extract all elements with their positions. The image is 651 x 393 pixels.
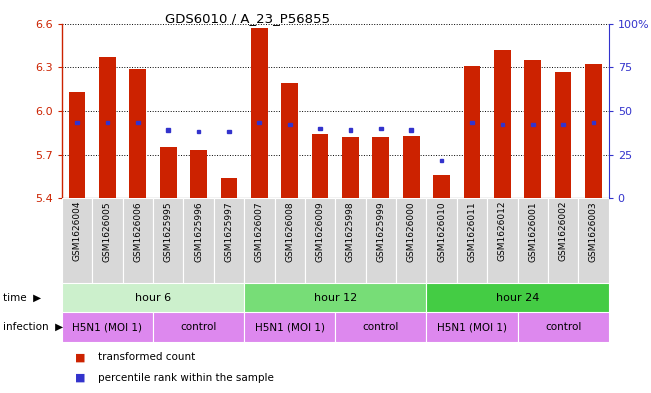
Bar [159, 147, 176, 198]
Text: GSM1626000: GSM1626000 [407, 201, 416, 262]
Bar [318, 127, 322, 130]
Bar [592, 121, 595, 124]
Text: H5N1 (MOI 1): H5N1 (MOI 1) [255, 322, 325, 332]
Text: hour 24: hour 24 [496, 293, 539, 303]
Bar [136, 121, 139, 124]
Text: percentile rank within the sample: percentile rank within the sample [98, 373, 273, 383]
Bar [244, 283, 426, 312]
Text: GSM1626005: GSM1626005 [103, 201, 112, 262]
Text: GSM1625995: GSM1625995 [163, 201, 173, 262]
Bar [464, 66, 480, 198]
Bar [288, 123, 292, 126]
Bar [426, 312, 518, 342]
Text: infection  ▶: infection ▶ [3, 322, 63, 332]
Text: GSM1625997: GSM1625997 [225, 201, 234, 262]
Bar [130, 69, 146, 198]
Text: GSM1625999: GSM1625999 [376, 201, 385, 262]
Bar [426, 283, 609, 312]
Bar [251, 28, 268, 198]
Text: control: control [545, 322, 581, 332]
Text: GSM1626007: GSM1626007 [255, 201, 264, 262]
Bar [440, 159, 443, 162]
Bar [69, 92, 85, 198]
Bar [244, 312, 335, 342]
Bar [305, 198, 335, 283]
Bar [457, 198, 487, 283]
Bar [312, 134, 329, 198]
Bar [62, 198, 92, 283]
Text: GSM1626004: GSM1626004 [72, 201, 81, 261]
Bar [501, 123, 504, 126]
Bar [426, 198, 457, 283]
Bar [396, 198, 426, 283]
Bar [62, 283, 244, 312]
Text: GSM1625998: GSM1625998 [346, 201, 355, 262]
Bar [548, 198, 578, 283]
Bar [561, 123, 565, 126]
Text: GSM1626009: GSM1626009 [316, 201, 325, 262]
Bar [403, 136, 419, 198]
Bar [379, 127, 383, 130]
Text: ■: ■ [75, 353, 85, 362]
Bar [518, 198, 548, 283]
Bar [221, 178, 237, 198]
Bar [585, 64, 602, 198]
Text: GSM1625996: GSM1625996 [194, 201, 203, 262]
Bar [349, 129, 352, 132]
Text: ■: ■ [75, 373, 85, 383]
Text: GSM1626010: GSM1626010 [437, 201, 446, 262]
Text: transformed count: transformed count [98, 353, 195, 362]
Text: GSM1626002: GSM1626002 [559, 201, 568, 261]
Text: time  ▶: time ▶ [3, 293, 42, 303]
Bar [99, 57, 116, 198]
Bar [366, 198, 396, 283]
Bar [258, 121, 261, 124]
Bar [409, 129, 413, 132]
Text: GSM1626001: GSM1626001 [528, 201, 537, 262]
Bar [335, 198, 366, 283]
Bar [244, 198, 275, 283]
Bar [518, 312, 609, 342]
Bar [531, 123, 534, 126]
Bar [525, 60, 541, 198]
Text: GSM1626008: GSM1626008 [285, 201, 294, 262]
Bar [555, 72, 572, 198]
Bar [335, 312, 426, 342]
Bar [76, 121, 79, 124]
Text: GSM1626003: GSM1626003 [589, 201, 598, 262]
Text: control: control [180, 322, 217, 332]
Bar [434, 175, 450, 198]
Text: hour 6: hour 6 [135, 293, 171, 303]
Text: GSM1626011: GSM1626011 [467, 201, 477, 262]
Bar [494, 50, 510, 198]
Bar [214, 198, 244, 283]
Bar [122, 198, 153, 283]
Bar [167, 129, 170, 132]
Bar [227, 130, 230, 133]
Text: GDS6010 / A_23_P56855: GDS6010 / A_23_P56855 [165, 12, 330, 25]
Bar [578, 198, 609, 283]
Text: control: control [363, 322, 399, 332]
Bar [275, 198, 305, 283]
Text: hour 12: hour 12 [314, 293, 357, 303]
Bar [342, 137, 359, 198]
Text: H5N1 (MOI 1): H5N1 (MOI 1) [437, 322, 507, 332]
Bar [92, 198, 122, 283]
Bar [105, 121, 109, 124]
Bar [372, 137, 389, 198]
Bar [153, 198, 184, 283]
Bar [153, 312, 244, 342]
Text: H5N1 (MOI 1): H5N1 (MOI 1) [72, 322, 143, 332]
Bar [190, 151, 207, 198]
Bar [281, 83, 298, 198]
Bar [487, 198, 518, 283]
Bar [184, 198, 214, 283]
Bar [62, 312, 153, 342]
Text: GSM1626006: GSM1626006 [133, 201, 143, 262]
Bar [197, 130, 201, 133]
Bar [470, 121, 474, 124]
Text: GSM1626012: GSM1626012 [498, 201, 507, 261]
